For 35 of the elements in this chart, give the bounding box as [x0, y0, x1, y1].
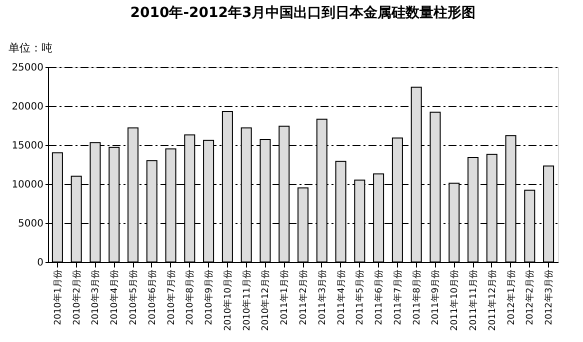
- x-tick-label: 2011年8月份: [411, 270, 422, 326]
- x-tick-label: 2010年4月份: [109, 270, 120, 326]
- chart-title: 2010年-2012年3月中国出口到日本金属硅数量柱形图: [130, 5, 476, 21]
- x-tick-label: 2010年12月份: [260, 270, 272, 331]
- x-tick-label: 2010年3月份: [90, 270, 102, 326]
- x-tick-label: 2011年2月份: [298, 270, 309, 326]
- x-tick-label: 2010年10月份: [222, 270, 234, 331]
- x-tick-label: 2011年11月份: [468, 270, 479, 331]
- x-tick-label: 2010年5月份: [128, 270, 139, 326]
- x-tick-label: 2011年7月份: [392, 270, 404, 326]
- x-tick-label: 2011年4月份: [336, 270, 347, 326]
- y-tick-label: 10000: [12, 180, 44, 190]
- y-tick-label: 25000: [12, 62, 44, 74]
- y-tick-label: 15000: [12, 140, 44, 152]
- x-tick-label: 2010年8月份: [184, 270, 196, 326]
- x-tick-label: 2011年5月份: [354, 270, 366, 326]
- x-tick-label: 2011年12月份: [486, 270, 498, 331]
- x-tick-label: 2011年1月份: [279, 270, 290, 326]
- y-tick-label: 0: [37, 258, 44, 268]
- x-tick-label: 2010年11月份: [241, 270, 252, 331]
- x-tick-label: 2012年2月份: [524, 270, 536, 326]
- x-tick-label: 2010年9月份: [204, 270, 215, 326]
- y-tick-label: 20000: [12, 102, 44, 112]
- x-tick-label: 2011年9月份: [430, 270, 442, 326]
- x-tick-label: 2012年1月份: [506, 270, 517, 326]
- x-tick-label: 2010年7月份: [166, 270, 177, 326]
- x-tick-label: 2011年3月份: [316, 270, 328, 326]
- x-tick-label: 2010年1月份: [52, 270, 64, 326]
- x-tick-label: 2011年10月份: [449, 270, 460, 331]
- x-tick-label: 2010年2月份: [71, 270, 82, 326]
- x-tick-label: 2010年6月份: [146, 270, 158, 326]
- x-tick-label: 2012年3月份: [544, 270, 555, 326]
- x-tick-label: 2011年6月份: [374, 270, 385, 326]
- y-axis-title: 单位：吨: [8, 42, 52, 54]
- y-tick-label: 5000: [18, 218, 44, 230]
